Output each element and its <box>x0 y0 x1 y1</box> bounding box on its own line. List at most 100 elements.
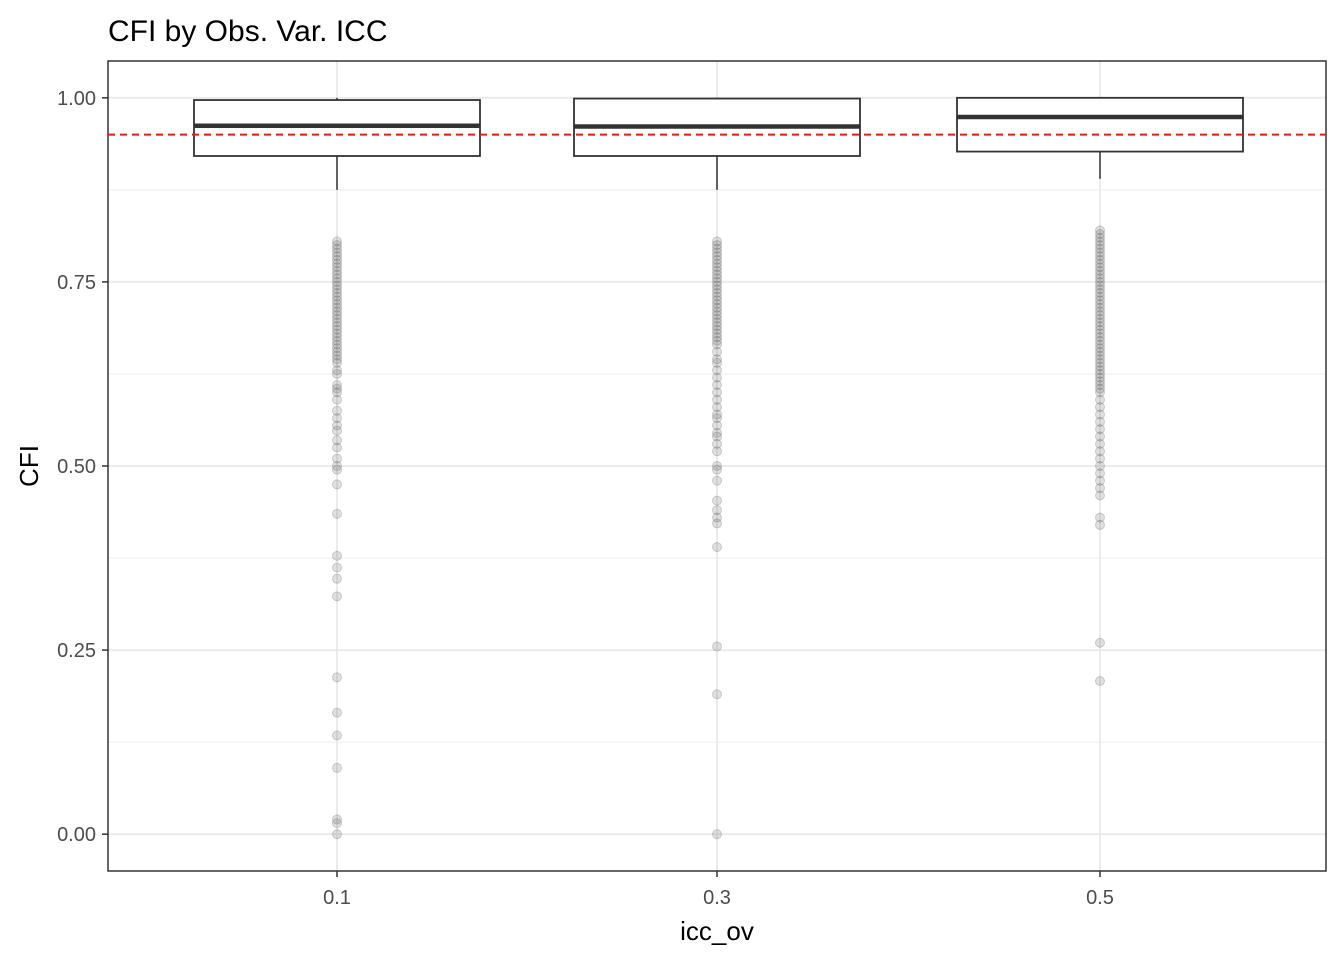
outlier-point <box>332 383 342 394</box>
outlier-point <box>332 247 342 258</box>
outlier-point <box>332 310 342 321</box>
outlier-point <box>712 505 722 516</box>
outlier-point <box>332 461 342 471</box>
outlier-point <box>332 442 342 453</box>
outlier-point <box>1095 416 1105 427</box>
outlier-point <box>712 317 722 328</box>
y-tick-label: 0.50 <box>57 456 96 478</box>
outlier-point <box>712 295 722 306</box>
outlier-point <box>1095 317 1105 328</box>
y-axis-title: CFI <box>14 445 44 487</box>
outlier-point <box>1095 284 1105 295</box>
outlier-point <box>332 818 342 829</box>
outlier-point <box>332 413 342 424</box>
outlier-point <box>712 251 722 262</box>
outlier-point <box>1095 321 1105 332</box>
outlier-point <box>1095 461 1105 471</box>
outlier-point <box>1095 394 1105 405</box>
y-tick-label: 0.00 <box>57 824 96 846</box>
outlier-point <box>712 254 722 265</box>
outlier-point <box>712 306 722 317</box>
outlier-point <box>1095 380 1105 390</box>
outlier-point <box>712 332 722 343</box>
outlier-point <box>712 446 722 457</box>
outlier-point <box>1095 402 1105 413</box>
outlier-point <box>712 420 722 431</box>
outlier-point <box>712 324 722 335</box>
outlier-point <box>1095 376 1105 387</box>
outlier-point <box>332 339 342 350</box>
outlier-point <box>712 240 722 251</box>
outlier-point <box>332 357 342 368</box>
outlier-point <box>332 299 342 309</box>
outlier-point <box>332 354 342 365</box>
outlier-point <box>712 354 722 365</box>
outlier-point <box>1095 676 1105 687</box>
outlier-point <box>332 672 342 683</box>
outlier-point <box>1095 490 1105 501</box>
outlier-point <box>712 431 722 442</box>
outlier-point <box>332 573 342 584</box>
outlier-point <box>1095 361 1105 372</box>
outlier-point <box>332 236 342 247</box>
outlier-point <box>1095 280 1105 291</box>
outlier-point <box>1095 236 1105 247</box>
outlier-point <box>712 276 722 287</box>
outlier-point <box>332 254 342 265</box>
box-iqr <box>956 96 1244 153</box>
outlier-point <box>712 302 722 313</box>
outlier-point <box>1095 276 1105 287</box>
outlier-point <box>712 365 722 376</box>
outlier-point <box>712 284 722 295</box>
outlier-point <box>712 641 722 652</box>
outlier-point <box>1095 350 1105 361</box>
outlier-point <box>332 814 342 825</box>
outlier-point <box>332 479 342 490</box>
outlier-point <box>1095 368 1105 379</box>
outlier-point <box>1095 346 1105 357</box>
outlier-point <box>332 405 342 416</box>
outlier-point <box>1095 258 1105 269</box>
outlier-point <box>712 258 722 269</box>
outlier-point <box>332 707 342 718</box>
outlier-point <box>1095 365 1105 376</box>
x-tick-label: 0.5 <box>1086 887 1114 909</box>
outlier-point <box>1095 287 1105 298</box>
outlier-point <box>332 562 342 573</box>
outlier-point <box>1095 424 1105 435</box>
outlier-point <box>332 350 342 361</box>
outlier-point <box>712 689 722 700</box>
outlier-point <box>712 518 722 529</box>
outlier-point <box>1095 637 1105 648</box>
outlier-point <box>332 258 342 269</box>
outlier-point <box>712 387 722 398</box>
outlier-point <box>712 269 722 280</box>
outlier-point <box>1095 512 1105 523</box>
outlier-point <box>1095 383 1105 394</box>
outlier-point <box>332 273 342 284</box>
outlier-point <box>712 339 722 350</box>
outlier-point <box>1095 243 1105 254</box>
outlier-point <box>1095 354 1105 365</box>
outlier-point <box>712 372 722 383</box>
outlier-point <box>1095 295 1105 306</box>
outlier-point <box>332 295 342 306</box>
outlier-point <box>712 427 722 438</box>
outlier-point <box>332 508 342 519</box>
outlier-point <box>332 269 342 280</box>
outlier-point <box>1095 431 1105 442</box>
y-tick-label: 0.75 <box>57 272 96 294</box>
x-tick-label: 0.3 <box>703 887 731 909</box>
outlier-point <box>332 332 342 343</box>
outlier-point <box>332 284 342 295</box>
outlier-point <box>332 287 342 298</box>
outlier-point <box>332 262 342 273</box>
outlier-point <box>1095 339 1105 350</box>
outlier-point <box>1095 387 1105 398</box>
outlier-point <box>332 251 342 262</box>
outlier-point <box>332 435 342 446</box>
y-tick-label: 1.00 <box>57 88 96 110</box>
outlier-point <box>332 425 342 436</box>
outlier-point <box>712 265 722 276</box>
